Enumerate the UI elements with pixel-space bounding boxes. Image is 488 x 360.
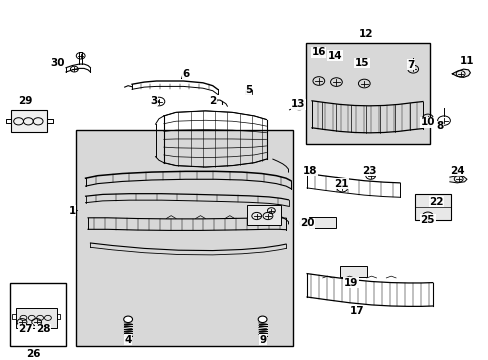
Text: 1: 1 bbox=[69, 206, 77, 216]
Bar bbox=[339, 266, 366, 277]
Text: 24: 24 bbox=[449, 166, 464, 176]
Bar bbox=[305, 43, 429, 144]
Text: 29: 29 bbox=[18, 96, 33, 106]
Text: 14: 14 bbox=[327, 51, 342, 61]
Circle shape bbox=[258, 316, 266, 323]
Text: 9: 9 bbox=[259, 335, 265, 345]
Text: 27: 27 bbox=[18, 324, 33, 334]
Text: 23: 23 bbox=[361, 166, 376, 176]
Text: 2: 2 bbox=[209, 96, 217, 106]
Text: 22: 22 bbox=[428, 197, 443, 207]
Text: 10: 10 bbox=[420, 117, 434, 127]
Text: 28: 28 bbox=[36, 324, 50, 334]
Text: 21: 21 bbox=[333, 179, 348, 189]
Bar bbox=[76, 130, 293, 346]
Text: 30: 30 bbox=[50, 58, 65, 68]
Text: 8: 8 bbox=[436, 121, 443, 131]
Bar bbox=[246, 205, 281, 225]
Text: 5: 5 bbox=[244, 85, 251, 95]
Text: 17: 17 bbox=[349, 306, 364, 316]
Bar bbox=[11, 110, 47, 132]
Text: 11: 11 bbox=[459, 56, 473, 66]
Text: 15: 15 bbox=[354, 58, 368, 68]
Bar bbox=[10, 283, 66, 346]
Bar bbox=[16, 308, 57, 328]
Polygon shape bbox=[451, 69, 469, 77]
Text: 26: 26 bbox=[26, 348, 41, 359]
Text: 4: 4 bbox=[124, 335, 132, 345]
Bar bbox=[245, 90, 252, 94]
Text: 25: 25 bbox=[420, 215, 434, 225]
Text: 20: 20 bbox=[299, 218, 314, 228]
Text: 16: 16 bbox=[311, 47, 325, 57]
Text: 3: 3 bbox=[150, 96, 159, 106]
Text: 12: 12 bbox=[358, 29, 372, 39]
Text: 13: 13 bbox=[290, 99, 305, 109]
Bar bbox=[414, 194, 450, 220]
Text: 7: 7 bbox=[406, 60, 414, 70]
Polygon shape bbox=[449, 176, 466, 183]
Text: 6: 6 bbox=[181, 69, 189, 79]
Text: 18: 18 bbox=[303, 166, 317, 176]
Circle shape bbox=[123, 316, 132, 323]
Text: 19: 19 bbox=[343, 278, 358, 288]
Bar bbox=[308, 217, 335, 228]
